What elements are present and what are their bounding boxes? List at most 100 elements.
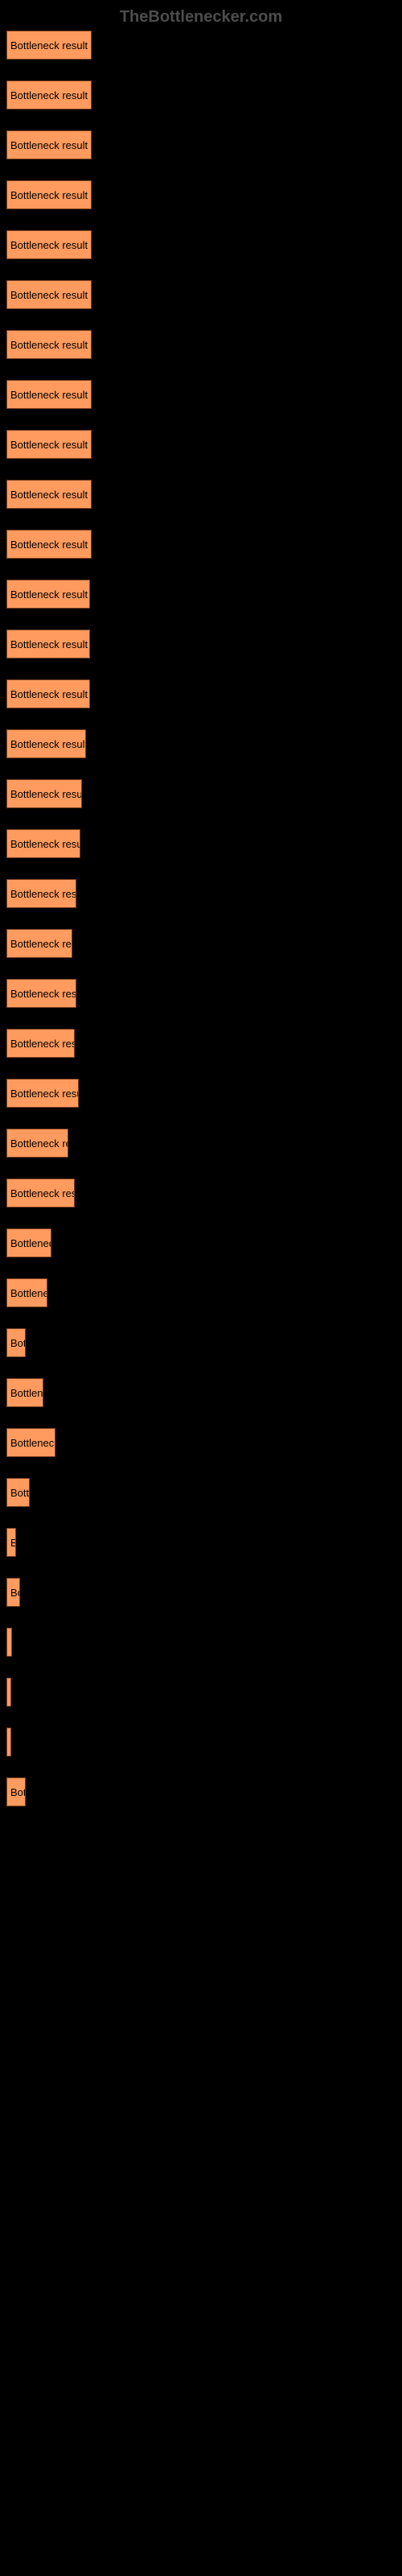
bar[interactable]: Bottleneck result — [6, 630, 90, 658]
bar-label: Bottleneck result — [10, 489, 88, 501]
bar-row: Bottleneck result — [6, 230, 396, 259]
bar[interactable]: Bottleneck result — [6, 280, 92, 309]
bar[interactable]: Bottleneck result — [6, 879, 76, 908]
bar-label: Bottleneck result — [10, 539, 88, 551]
bar-label: Bottleneck result — [10, 638, 88, 650]
bar-label: Bottleneck result — [10, 39, 88, 52]
bar-label: Bottleneck result — [10, 1537, 16, 1549]
bar-row: Bottleneck result — [6, 979, 396, 1008]
bar-label: Bottleneck result — [10, 339, 88, 351]
bar[interactable]: Bottleneck result — [6, 1179, 75, 1208]
bar-row: Bottleneck result — [6, 1228, 396, 1257]
bar[interactable]: Bottleneck result — [6, 1728, 11, 1757]
bar-row: Bottleneck result — [6, 530, 396, 559]
bar-label: Bottleneck result — [10, 1437, 55, 1449]
bar[interactable]: Bottleneck result — [6, 330, 92, 359]
bar[interactable]: Bottleneck result — [6, 1378, 43, 1407]
bar[interactable]: Bottleneck result — [6, 1278, 47, 1307]
bar[interactable]: Bottleneck result — [6, 430, 92, 459]
bar[interactable]: Bottleneck result — [6, 380, 92, 409]
bar-row: Bottleneck result — [6, 80, 396, 109]
bar-row: Bottleneck result — [6, 430, 396, 459]
bar-row: Bottleneck result — [6, 380, 396, 409]
bar-label: Bottleneck result — [10, 1686, 11, 1699]
bar-row: Bottleneck result — [6, 630, 396, 658]
bar[interactable]: Bottleneck result — [6, 1029, 75, 1058]
bar-label: Bottleneck result — [10, 888, 76, 900]
bar-row: Bottleneck result — [6, 180, 396, 209]
bar-row: Bottleneck result — [6, 1628, 396, 1657]
bar[interactable]: Bottleneck result — [6, 230, 92, 259]
bar-row: Bottleneck result — [6, 1578, 396, 1607]
bar[interactable]: Bottleneck result — [6, 80, 92, 109]
bar[interactable]: Bottleneck result — [6, 1678, 11, 1707]
bar[interactable]: Bottleneck result — [6, 1777, 26, 1806]
bar-label: Bottleneck result — [10, 89, 88, 101]
bar[interactable]: Bottleneck result — [6, 779, 82, 808]
bar[interactable]: Bottleneck result — [6, 1129, 68, 1158]
bar[interactable]: Bottleneck result — [6, 1228, 51, 1257]
bar-row: Bottleneck result — [6, 1428, 396, 1457]
bar-row: Bottleneck result — [6, 1179, 396, 1208]
bar[interactable]: Bottleneck result — [6, 31, 92, 60]
bar[interactable]: Bottleneck result — [6, 1578, 20, 1607]
bar-label: Bottleneck result — [10, 1088, 79, 1100]
bar[interactable]: Bottleneck result — [6, 929, 72, 958]
bar[interactable]: Bottleneck result — [6, 580, 90, 609]
bar[interactable]: Bottleneck result — [6, 1528, 16, 1557]
bar-label: Bottleneck result — [10, 988, 76, 1000]
bar[interactable]: Bottleneck result — [6, 480, 92, 509]
bar-row: Bottleneck result — [6, 1328, 396, 1357]
bar[interactable]: Bottleneck result — [6, 1428, 55, 1457]
bar-row: Bottleneck result — [6, 779, 396, 808]
bar-label: Bottleneck result — [10, 1736, 11, 1748]
bar-label: Bottleneck result — [10, 389, 88, 401]
bar-label: Bottleneck result — [10, 938, 72, 950]
bar-label: Bottleneck result — [10, 1587, 20, 1599]
bar-row: Bottleneck result — [6, 1079, 396, 1108]
bar-row: Bottleneck result — [6, 480, 396, 509]
watermark-text: TheBottlenecker.com — [0, 0, 402, 31]
bar-row: Bottleneck result — [6, 829, 396, 858]
bar[interactable]: Bottleneck result — [6, 530, 92, 559]
bar-label: Bottleneck result — [10, 1137, 68, 1150]
bar[interactable]: Bottleneck result — [6, 729, 86, 758]
bar[interactable]: Bottleneck result — [6, 979, 76, 1008]
bar-row: Bottleneck result — [6, 1777, 396, 1806]
bar-label: Bottleneck result — [10, 139, 88, 151]
bar-row: Bottleneck result — [6, 729, 396, 758]
bar-label: Bottleneck result — [10, 688, 88, 700]
bar-row: Bottleneck result — [6, 1378, 396, 1407]
bar-row: Bottleneck result — [6, 31, 396, 60]
bar-row: Bottleneck result — [6, 130, 396, 159]
bar[interactable]: Bottleneck result — [6, 829, 80, 858]
bar-row: Bottleneck result — [6, 879, 396, 908]
bar[interactable]: Bottleneck result — [6, 1628, 12, 1657]
bar-label: Bottleneck result — [10, 189, 88, 201]
bar[interactable]: Bottleneck result — [6, 130, 92, 159]
bar-row: Bottleneck result — [6, 1678, 396, 1707]
bar-label: Bottleneck result — [10, 838, 80, 850]
bar-row: Bottleneck result — [6, 1278, 396, 1307]
bar-chart: Bottleneck result Bottleneck result Bottle… — [0, 31, 402, 1843]
bar-row: Bottleneck result — [6, 280, 396, 309]
bar-label: Bottleneck result — [10, 439, 88, 451]
bar-label: Bottleneck result — [10, 1786, 26, 1798]
bar-label: Bottleneck result — [10, 1487, 30, 1499]
bar[interactable]: Bottleneck result — [6, 1328, 26, 1357]
bar[interactable]: Bottleneck result — [6, 1478, 30, 1507]
bar[interactable]: Bottleneck result — [6, 1079, 79, 1108]
bar-row: Bottleneck result — [6, 929, 396, 958]
bar-row: Bottleneck result — [6, 1129, 396, 1158]
bar-label: Bottleneck result — [10, 289, 88, 301]
bar[interactable]: Bottleneck result — [6, 679, 90, 708]
bar-label: Bottleneck result — [10, 1237, 51, 1249]
bar-label: Bottleneck result — [10, 1337, 26, 1349]
bar-label: Bottleneck result — [10, 788, 82, 800]
bar[interactable]: Bottleneck result — [6, 180, 92, 209]
bar-label: Bottleneck result — [10, 239, 88, 251]
bar-row: Bottleneck result — [6, 1029, 396, 1058]
bar-row: Bottleneck result — [6, 679, 396, 708]
bar-label: Bottleneck result — [10, 1387, 43, 1399]
bar-label: Bottleneck result — [10, 1038, 75, 1050]
